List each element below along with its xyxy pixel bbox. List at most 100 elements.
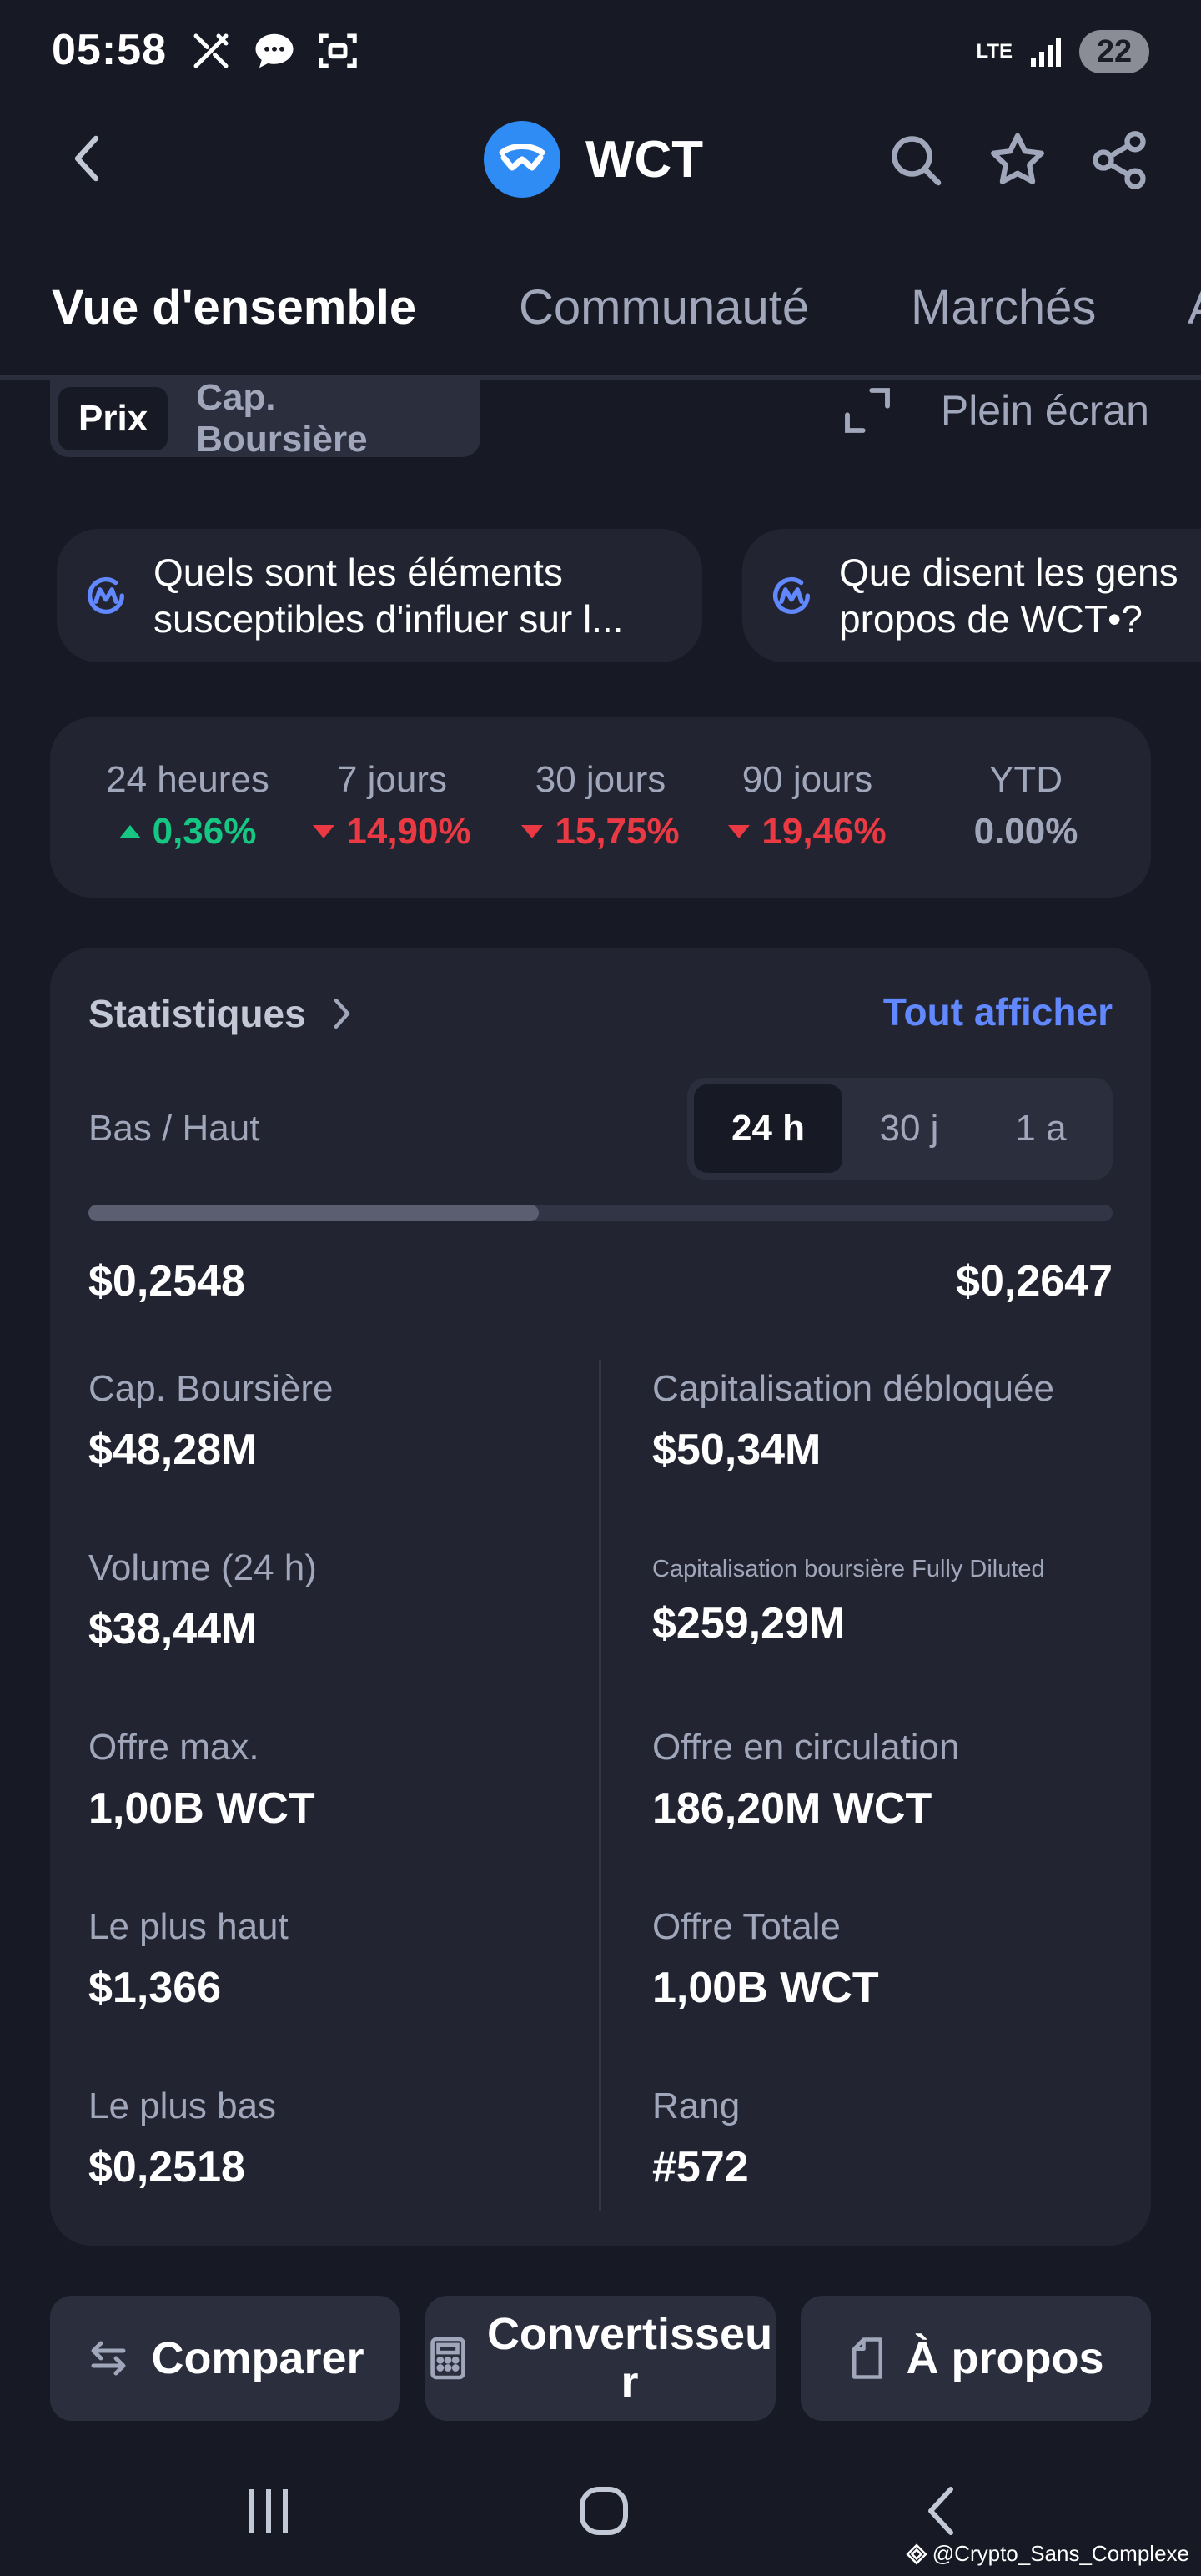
stat-value: 1,00B WCT	[88, 1784, 315, 1833]
low-high-bar-fill	[88, 1205, 540, 1221]
watchlist-button[interactable]	[982, 125, 1053, 195]
system-navigation-bar	[0, 2453, 1201, 2576]
tab-more[interactable]: A	[1188, 279, 1201, 335]
watermark: @Crypto_Sans_Complexe	[906, 2541, 1189, 2567]
coin-symbol: WCT	[585, 130, 704, 189]
down-arrow-icon	[728, 825, 751, 838]
tab-overview[interactable]: Vue d'ensemble	[52, 280, 417, 335]
stat-all-time-high: Le plus haut $1,366	[88, 1906, 289, 2013]
stat-market-cap: Cap. Boursière $48,28M	[88, 1368, 333, 1475]
status-notification-icons	[188, 28, 360, 73]
low-value: $0,2548	[88, 1257, 245, 1306]
status-time: 05:58	[52, 26, 167, 74]
stat-total-supply: Offre Totale 1,00B WCT	[652, 1906, 879, 2013]
ai-assistant-icon	[773, 577, 810, 614]
search-icon	[892, 136, 942, 186]
ai-chip[interactable]: Que disent les gens propos de WCT•?	[742, 529, 1201, 662]
perf-value: 15,75%	[555, 811, 680, 852]
perf-value: 0,36%	[152, 811, 257, 852]
about-label: À propos	[906, 2333, 1104, 2383]
stat-value: 186,20M WCT	[652, 1784, 932, 1833]
stat-all-time-low: Le plus bas $0,2518	[88, 2085, 276, 2192]
chevron-right-icon	[334, 998, 350, 1029]
share-button[interactable]	[1084, 125, 1154, 195]
range-24h[interactable]: 24 h	[694, 1084, 842, 1173]
chart-type-toggle: Prix Cap. Boursière	[50, 377, 480, 460]
stat-value: $0,2518	[88, 2143, 245, 2191]
ai-chip-line: Que disent les gens	[839, 551, 1178, 594]
back-icon	[74, 135, 99, 182]
back-button[interactable]	[58, 129, 117, 188]
header-actions	[881, 125, 1154, 195]
status-bar: 05:58 LTE 22	[0, 0, 1201, 104]
ai-question-chips: Quels sont les éléments susceptibles d'i…	[57, 529, 1201, 662]
fullscreen-button[interactable]: Plein écran	[841, 384, 1149, 437]
ai-assistant-icon	[88, 577, 124, 614]
statistics-title: Statistiques	[88, 992, 306, 1035]
stat-circulating-supply: Offre en circulation 186,20M WCT	[652, 1727, 959, 1834]
tools-icon	[193, 33, 229, 68]
screenshot-icon	[319, 33, 357, 68]
coin-header: WCT	[0, 104, 1201, 213]
system-back-button[interactable]	[899, 2478, 982, 2544]
high-value: $0,2647	[956, 1257, 1113, 1306]
perf-30d: 30 jours 15,75%	[507, 759, 694, 853]
statistics-card: Statistiques Tout afficher Bas / Haut 24…	[50, 948, 1151, 2246]
home-button[interactable]	[562, 2478, 646, 2544]
share-icon	[1093, 131, 1146, 189]
tab-bar: Vue d'ensemble Communauté Marchés A	[0, 263, 1201, 381]
star-icon	[991, 133, 1044, 184]
recent-apps-button[interactable]	[227, 2478, 310, 2544]
up-arrow-icon	[118, 825, 141, 838]
ai-chip-line: susceptibles d'influer sur l...	[153, 597, 624, 641]
battery-indicator: 22	[1079, 30, 1149, 73]
stat-label: Le plus bas	[88, 2085, 277, 2126]
perf-label: 7 jours	[336, 759, 448, 800]
range-30d[interactable]: 30 j	[879, 1108, 939, 1149]
stat-label: Capitalisation boursière Fully Diluted	[652, 1556, 1045, 1582]
stat-label: Cap. Boursière	[88, 1368, 334, 1409]
stat-value: $38,44M	[88, 1605, 258, 1653]
coin-identity: WCT	[484, 121, 703, 198]
stat-label: Le plus haut	[88, 1906, 289, 1947]
stat-unlocked-cap: Capitalisation débloquée $50,34M	[652, 1368, 1054, 1475]
ai-chip-line: propos de WCT•?	[839, 597, 1143, 641]
stat-label: Offre max.	[88, 1727, 259, 1768]
perf-label: 90 jours	[741, 759, 873, 800]
tab-community[interactable]: Communauté	[519, 280, 810, 335]
walletconnect-logo-icon	[484, 121, 560, 198]
home-icon	[580, 2487, 628, 2535]
converter-label: Convertisseu	[486, 2309, 773, 2359]
watermark-text: @Crypto_Sans_Complexe	[932, 2541, 1189, 2566]
perf-label: 24 heures	[106, 759, 269, 800]
down-arrow-icon	[313, 825, 335, 838]
system-back-icon	[928, 2487, 953, 2535]
column-divider	[599, 1360, 601, 2211]
statistics-header[interactable]: Statistiques	[88, 991, 353, 1036]
about-button[interactable]: À propos	[801, 2296, 1151, 2421]
tabs-divider	[0, 375, 1201, 380]
compare-label: Comparer	[151, 2333, 364, 2383]
perf-ytd: YTD 0.00%	[951, 759, 1101, 853]
converter-button[interactable]: Convertisseu r	[425, 2296, 776, 2421]
signal-icon	[1031, 38, 1061, 67]
toggle-price[interactable]: Prix	[58, 387, 168, 450]
perf-7d: 7 jours 14,90%	[300, 759, 484, 853]
perf-value: 14,90%	[346, 811, 471, 852]
stat-value: $50,34M	[652, 1426, 822, 1474]
compare-button[interactable]: Comparer	[50, 2296, 400, 2421]
fullscreen-label: Plein écran	[940, 387, 1149, 434]
perf-90d: 90 jours 19,46%	[714, 759, 901, 853]
stat-label: Offre en circulation	[652, 1727, 960, 1768]
ai-chip[interactable]: Quels sont les éléments susceptibles d'i…	[57, 529, 702, 662]
low-high-label: Bas / Haut	[88, 1108, 260, 1149]
perf-label: 30 jours	[535, 759, 666, 800]
see-all-link[interactable]: Tout afficher	[882, 990, 1113, 1034]
tab-markets[interactable]: Marchés	[911, 280, 1097, 335]
search-button[interactable]	[881, 125, 951, 195]
range-1y[interactable]: 1 a	[1015, 1108, 1067, 1149]
stat-volume: Volume (24 h) $38,44M	[88, 1547, 317, 1654]
range-selector: 24 h 30 j 1 a	[687, 1078, 1113, 1180]
toggle-market-cap[interactable]: Cap. Boursière	[196, 377, 368, 460]
